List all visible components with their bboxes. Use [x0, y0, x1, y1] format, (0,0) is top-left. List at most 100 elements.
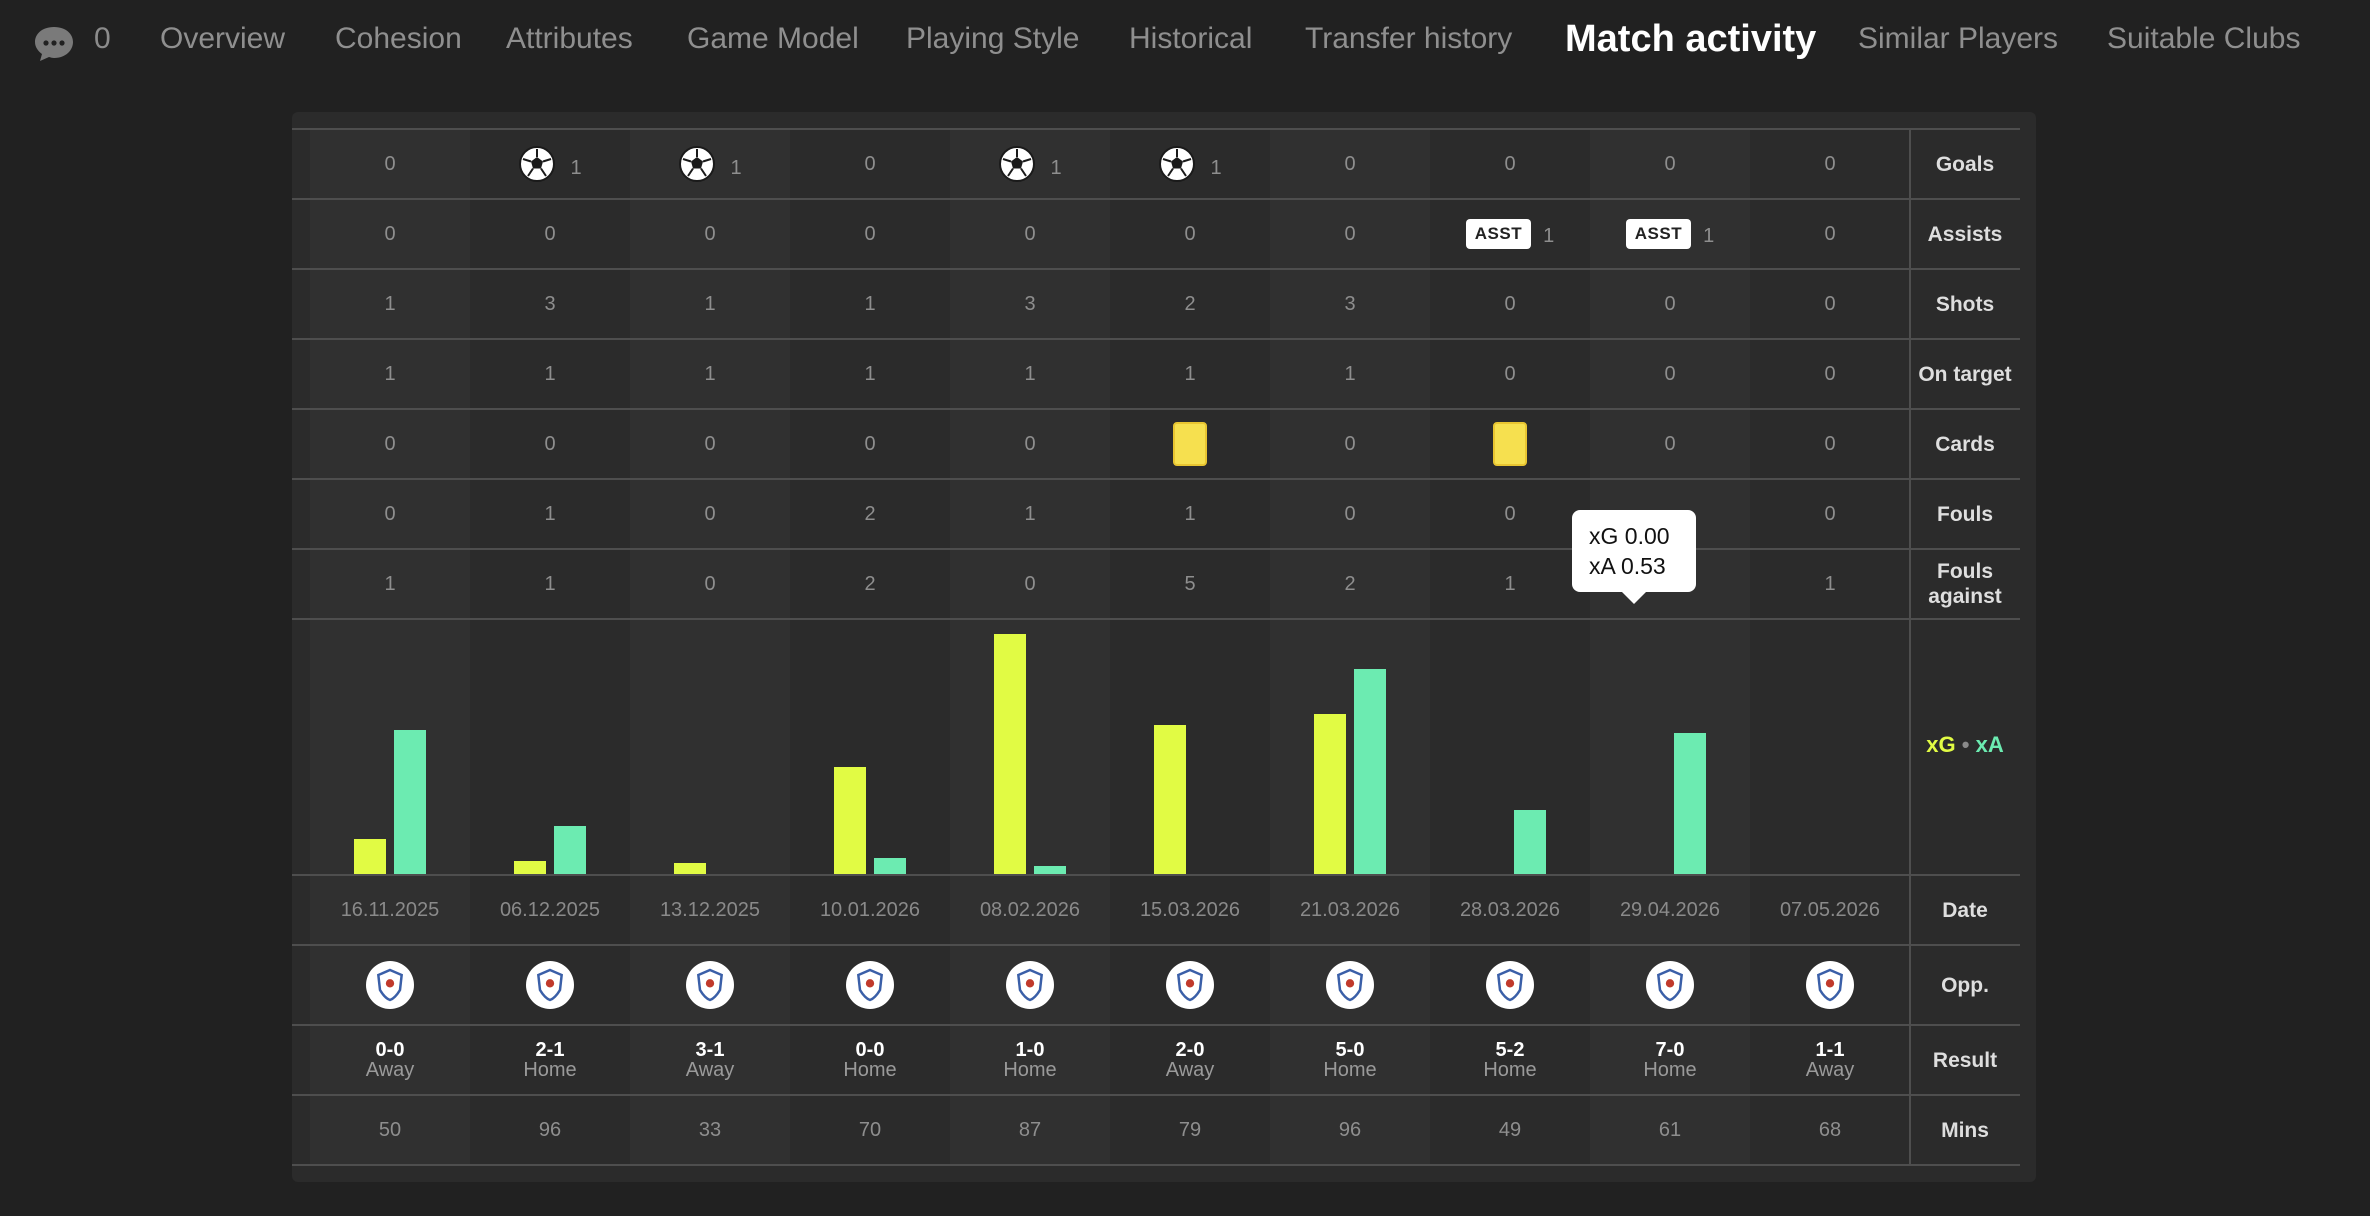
row-divider — [292, 1024, 2020, 1026]
liverpool-crest-icon[interactable] — [526, 961, 574, 1009]
result-cell: 5-2 Home — [1430, 1026, 1590, 1094]
result-cell: 2-1 Home — [470, 1026, 630, 1094]
cell-fouls: 0 — [384, 502, 396, 525]
goals-value: 1 — [570, 156, 582, 179]
cell-assists: 0 — [1344, 222, 1356, 245]
xg-bar — [994, 634, 1026, 874]
cell-cards: 0 — [1344, 432, 1356, 455]
cell-assists: 0 — [384, 222, 396, 245]
date-value: 07.05.2026 — [1779, 898, 1881, 921]
everton-crest-icon[interactable] — [686, 961, 734, 1009]
row-label-date: Date — [1942, 898, 1988, 922]
comment-icon[interactable] — [32, 24, 76, 64]
tab-historical[interactable]: Historical — [1129, 22, 1253, 55]
opponent-cell[interactable] — [790, 946, 950, 1024]
tab-transfer-history[interactable]: Transfer history — [1305, 22, 1513, 55]
result-cell: 0-0 Away — [310, 1026, 470, 1094]
cell-fouls: 1 — [1184, 502, 1196, 525]
tab-game-model[interactable]: Game Model — [687, 22, 859, 55]
tottenham-crest-icon[interactable] — [366, 961, 414, 1009]
man-city-crest-icon[interactable] — [1006, 961, 1054, 1009]
tab-suitable-clubs[interactable]: Suitable Clubs — [2107, 22, 2301, 55]
row-divider — [292, 1094, 2020, 1096]
cell-on-target: 1 — [1344, 362, 1356, 385]
date-value: 06.12.2025 — [499, 898, 601, 921]
cell-goals: 1 — [950, 130, 1110, 198]
cell-assists: 0 — [1184, 222, 1196, 245]
cell-fouls-against: 2 — [864, 572, 876, 595]
opponent-cell[interactable] — [1110, 946, 1270, 1024]
row-label-result: Result — [1932, 1048, 1998, 1072]
tottenham-crest-icon[interactable] — [1486, 961, 1534, 1009]
cell-shots: 1 — [864, 292, 876, 315]
date-value: 21.03.2026 — [1299, 898, 1401, 921]
xa-bar — [1514, 810, 1546, 874]
xg-bar — [514, 861, 546, 874]
cell-goals: 1 — [1110, 130, 1270, 198]
opponent-cell[interactable] — [630, 946, 790, 1024]
football-icon — [518, 145, 556, 183]
cell-shots: 3 — [544, 292, 556, 315]
crest-icon[interactable] — [1166, 961, 1214, 1009]
cell-on-target: 0 — [1824, 362, 1836, 385]
goals-value: 1 — [730, 156, 742, 179]
xa-bar — [554, 826, 586, 874]
cell-fouls-against: 0 — [704, 572, 716, 595]
result-score: 5-2 — [1495, 1039, 1525, 1061]
result-venue: Home — [1643, 1059, 1697, 1081]
top-nav: 0 Overview Cohesion Attributes Game Mode… — [0, 0, 2370, 88]
cell-cards: 0 — [384, 432, 396, 455]
cell-shots: 0 — [1824, 292, 1836, 315]
result-venue: Home — [523, 1059, 577, 1081]
opponent-cell[interactable] — [1750, 946, 1910, 1024]
cell-cards: 0 — [864, 432, 876, 455]
cell-cards: 0 — [1024, 432, 1036, 455]
row-divider — [292, 1164, 2020, 1166]
row-divider — [292, 874, 2020, 876]
date-value: 15.03.2026 — [1139, 898, 1241, 921]
result-cell: 3-1 Away — [630, 1026, 790, 1094]
xg-bar — [1314, 714, 1346, 874]
opponent-cell[interactable] — [1430, 946, 1590, 1024]
cell-fouls: 2 — [864, 502, 876, 525]
row-label-shots: Shots — [1935, 292, 1995, 316]
tab-attributes[interactable]: Attributes — [506, 22, 633, 55]
man-united-crest-icon[interactable] — [846, 961, 894, 1009]
result-score: 3-1 — [695, 1039, 725, 1061]
opponent-cell[interactable] — [310, 946, 470, 1024]
cell-goals: 1 — [470, 130, 630, 198]
result-score: 5-0 — [1335, 1039, 1365, 1061]
yellow-card-icon — [1173, 422, 1207, 466]
date-value: 16.11.2025 — [340, 898, 440, 921]
date-value: 28.03.2026 — [1459, 898, 1561, 921]
opponent-cell[interactable] — [1270, 946, 1430, 1024]
tab-match-activity[interactable]: Match activity — [1565, 18, 1817, 60]
comment-count: 0 — [94, 22, 111, 55]
cell-shots: 3 — [1344, 292, 1356, 315]
xa-bar — [1034, 866, 1066, 874]
row-divider — [292, 548, 2020, 550]
tab-cohesion[interactable]: Cohesion — [335, 22, 462, 55]
result-score: 1-1 — [1815, 1039, 1845, 1061]
leicester-crest-icon[interactable] — [1646, 961, 1694, 1009]
row-label-assists: Assists — [1927, 222, 2003, 246]
opponent-cell[interactable] — [470, 946, 630, 1024]
result-score: 0-0 — [855, 1039, 885, 1061]
west-ham-women-crest-icon[interactable] — [1326, 961, 1374, 1009]
cell-on-target: 1 — [1024, 362, 1036, 385]
brighton-crest-icon[interactable] — [1806, 961, 1854, 1009]
goals-value: 1 — [1210, 156, 1222, 179]
cell-on-target: 1 — [864, 362, 876, 385]
cell-fouls: 0 — [1824, 502, 1836, 525]
cell-goals: 0 — [384, 152, 396, 175]
minutes-value: 70 — [858, 1118, 882, 1141]
cell-shots: 1 — [704, 292, 716, 315]
tab-overview[interactable]: Overview — [160, 22, 286, 55]
cell-fouls: 1 — [1024, 502, 1036, 525]
opponent-cell[interactable] — [950, 946, 1110, 1024]
opponent-cell[interactable] — [1590, 946, 1750, 1024]
tab-playing-style[interactable]: Playing Style — [906, 22, 1080, 55]
result-venue: Away — [365, 1059, 415, 1081]
tab-similar-players[interactable]: Similar Players — [1858, 22, 2059, 55]
row-label-on-target: On target — [1918, 362, 2012, 386]
